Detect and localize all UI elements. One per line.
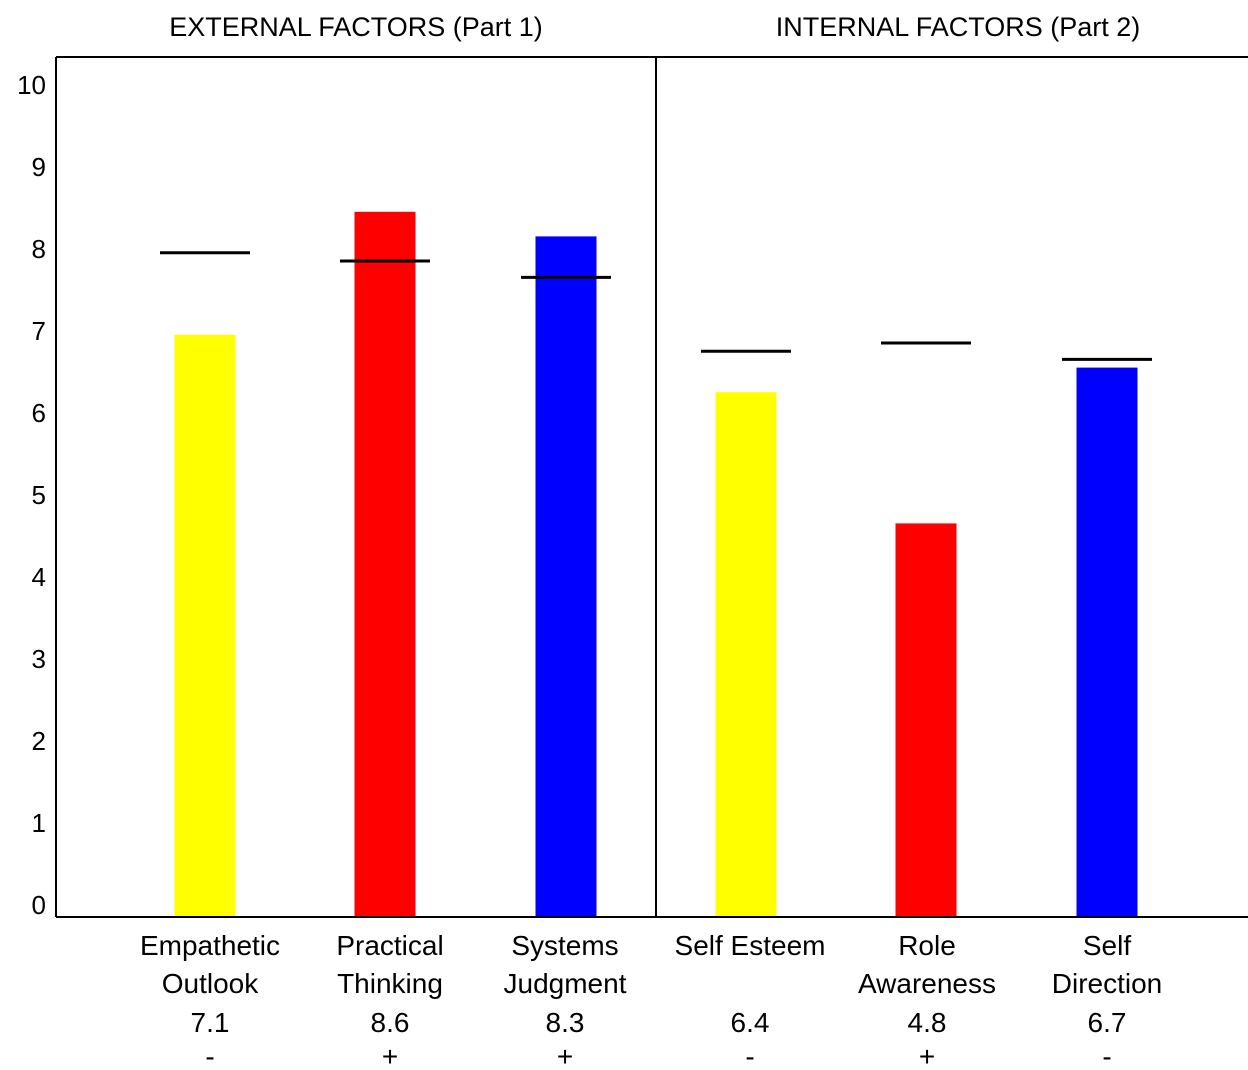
y-tick-labels: 0 1 2 3 4 5 6 7 8 9 10 <box>17 70 46 920</box>
y-tick-label-5: 5 <box>32 480 46 510</box>
y-tick-label-6: 6 <box>32 398 46 428</box>
value-label-6: 6.7 <box>1088 1007 1127 1038</box>
bar-5 <box>895 523 957 917</box>
sign-label-6: - <box>1102 1041 1111 1070</box>
y-tick-label-1: 1 <box>32 808 46 838</box>
category-label-6-line2: Direction <box>1052 968 1162 999</box>
y-tick-label-2: 2 <box>32 726 46 756</box>
sign-label-2: + <box>382 1041 398 1070</box>
value-label-2: 8.6 <box>371 1007 410 1038</box>
y-tick-label-10: 10 <box>17 70 46 100</box>
y-tick-label-8: 8 <box>32 234 46 264</box>
category-label-4: Self Esteem <box>675 930 826 961</box>
category-label-1: Empathetic <box>140 930 280 961</box>
section-title-1: EXTERNAL FACTORS (Part 1) <box>169 12 543 42</box>
category-label-2-line2: Thinking <box>337 968 443 999</box>
category-labels: Empathetic Outlook 7.1 - Practical Thinking 8.… <box>140 930 1162 1070</box>
bar-1 <box>174 334 236 917</box>
sign-label-4: - <box>745 1041 754 1070</box>
y-tick-label-9: 9 <box>32 152 46 182</box>
bars <box>174 211 1138 918</box>
bar-6 <box>1076 367 1138 918</box>
y-tick-label-3: 3 <box>32 644 46 674</box>
sign-label-3: + <box>557 1041 573 1070</box>
sign-label-1: - <box>205 1041 214 1070</box>
bar-3 <box>535 236 597 917</box>
sign-label-5: + <box>919 1041 935 1070</box>
value-label-4: 6.4 <box>731 1007 770 1038</box>
category-label-6: Self <box>1083 930 1131 961</box>
section-title-2: INTERNAL FACTORS (Part 2) <box>776 12 1141 42</box>
bar-2 <box>354 211 416 918</box>
y-tick-label-7: 7 <box>32 316 46 346</box>
bar-4 <box>715 392 777 917</box>
y-tick-label-4: 4 <box>32 562 46 592</box>
value-label-1: 7.1 <box>191 1007 230 1038</box>
section-titles: EXTERNAL FACTORS (Part 1) INTERNAL FACTOR… <box>169 12 1140 42</box>
y-tick-label-0: 0 <box>32 890 46 920</box>
category-label-5: Role <box>898 930 956 961</box>
value-label-5: 4.8 <box>908 1007 947 1038</box>
category-label-1-line2: Outlook <box>162 968 259 999</box>
value-label-3: 8.3 <box>546 1007 585 1038</box>
category-label-3: Systems <box>511 930 618 961</box>
reference-lines <box>160 251 1152 361</box>
category-label-3-line2: Judgment <box>504 968 627 999</box>
axes <box>55 56 1248 918</box>
category-label-2: Practical <box>336 930 443 961</box>
category-label-5-line2: Awareness <box>858 968 996 999</box>
